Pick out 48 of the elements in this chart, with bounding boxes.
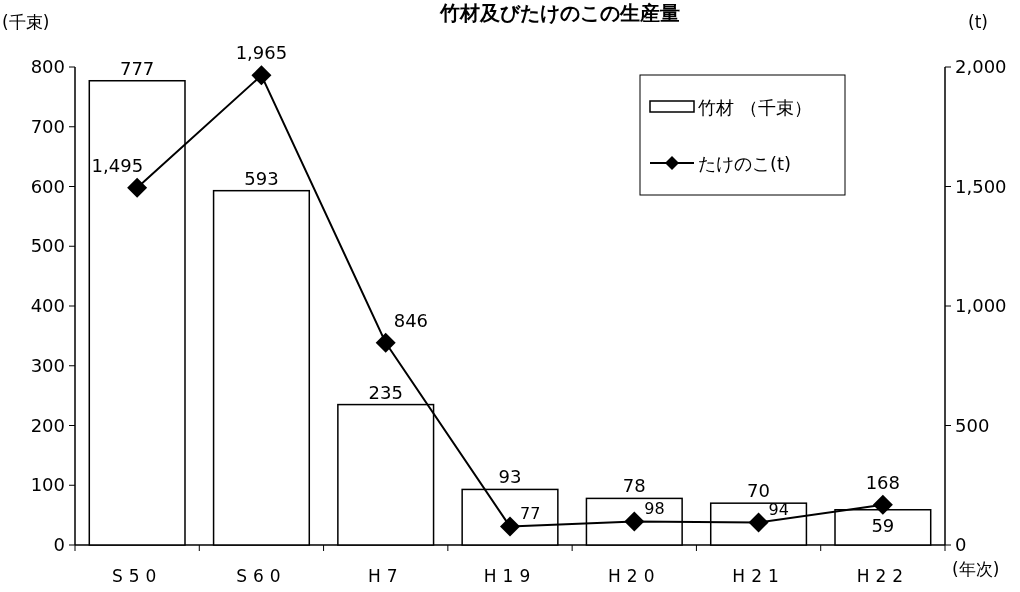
x-tick-label: H19: [483, 566, 537, 586]
y-tick-label: 400: [30, 295, 65, 316]
data-label: 70: [747, 480, 771, 502]
y-tick-label: 500: [30, 235, 65, 257]
x-tick-label: H20: [608, 566, 661, 586]
point: [500, 516, 520, 537]
data-label: 846: [393, 309, 429, 331]
x-tick-label: H7: [367, 566, 404, 586]
point: [375, 332, 396, 353]
y-tick-label: 0: [53, 534, 65, 555]
y2-tick-label: 0: [955, 534, 967, 555]
y-tick-label: 800: [30, 56, 65, 77]
data-label: 1,965: [235, 42, 288, 64]
point: [251, 65, 272, 86]
x-tick-label: H21: [732, 566, 785, 586]
point: [872, 494, 893, 515]
legend-label: たけのこ(t): [698, 153, 792, 174]
y-tick-label: 300: [30, 354, 65, 376]
data-label: 93: [498, 466, 522, 488]
data-label: 59: [871, 514, 895, 536]
y2-tick-label: 1,500: [955, 175, 1007, 197]
y2-tick-label: 1,000: [955, 295, 1007, 316]
x-tick-label: H22: [856, 566, 910, 586]
data-label: 168: [865, 471, 901, 493]
x-tick-label: S50: [111, 566, 163, 586]
x-tick-label: S60: [236, 566, 287, 586]
data-label: 78: [622, 475, 646, 497]
point: [748, 512, 769, 533]
y-tick-label: 600: [30, 175, 65, 197]
data-label: 593: [244, 167, 279, 189]
y2-tick-label: 500: [955, 414, 990, 436]
x-axis-title: (年次): [952, 559, 1000, 579]
legend-label: 竹材 （千束）: [698, 97, 812, 118]
data-label: 98: [644, 498, 665, 518]
chart-title: 竹材及びたけのこの生産量: [439, 1, 680, 25]
y-axis-title: (千束): [2, 12, 50, 32]
data-label: 777: [119, 57, 155, 79]
data-label: 235: [368, 381, 403, 403]
data-label: 1,495: [91, 154, 144, 176]
y2-axis-title: (t): [968, 12, 988, 32]
y-tick-label: 200: [30, 414, 65, 436]
point: [127, 177, 148, 198]
y2-tick-label: 2,000: [955, 56, 1007, 77]
y-tick-label: 100: [30, 474, 65, 496]
point: [624, 511, 645, 532]
data-label: 94: [768, 499, 789, 519]
data-label: 77: [520, 503, 541, 523]
y-tick-label: 700: [30, 115, 65, 137]
